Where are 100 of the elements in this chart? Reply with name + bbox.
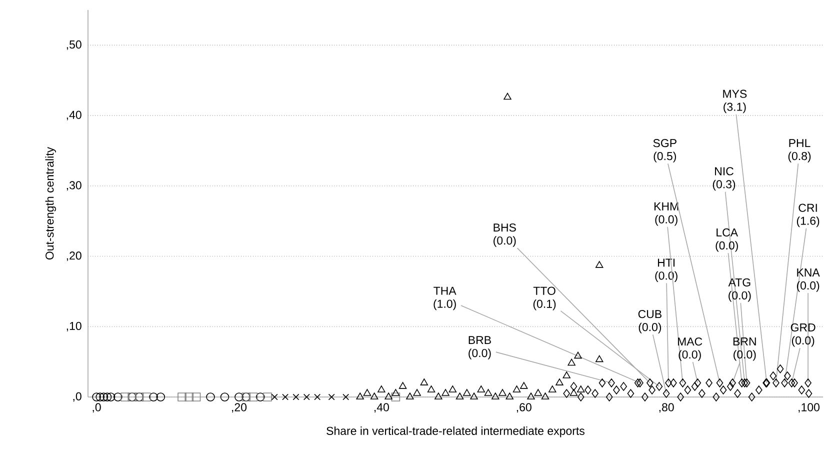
point (114, 392, 122, 402)
point (142, 392, 151, 402)
point (568, 358, 576, 366)
annotation: THA (1.0) (434, 286, 456, 310)
point (292, 394, 300, 400)
point (608, 378, 615, 388)
point (562, 371, 570, 378)
point (370, 392, 378, 400)
point (527, 392, 535, 400)
point (606, 392, 613, 402)
y-tick-label: ,10 (66, 322, 82, 332)
point (727, 382, 734, 391)
point (563, 389, 570, 398)
annotation: PHL (0.8) (788, 139, 811, 162)
annotation: BRB (0.0) (468, 336, 491, 360)
point (670, 378, 677, 388)
point (734, 389, 741, 398)
point (805, 389, 812, 398)
point (662, 389, 670, 398)
point (574, 352, 582, 359)
point (642, 392, 648, 402)
point (92, 392, 101, 402)
point (712, 392, 720, 402)
point (398, 382, 407, 389)
y-tick-label: ,40 (66, 110, 82, 120)
point (456, 392, 464, 400)
annotation: LCA (0.0) (716, 228, 738, 252)
point (256, 392, 265, 402)
point (656, 382, 663, 391)
point (556, 378, 564, 386)
point (798, 386, 806, 394)
point (498, 389, 506, 396)
point (781, 378, 788, 388)
point (776, 364, 784, 374)
point (570, 382, 578, 391)
point (248, 392, 258, 402)
y-tick-label: ,20 (66, 252, 82, 262)
point (716, 378, 724, 388)
x-tick-label: ,0 (92, 403, 101, 413)
point (698, 389, 706, 398)
point (620, 382, 627, 391)
point (738, 378, 746, 388)
x-tick-label: ,60 (516, 403, 532, 413)
point (634, 378, 642, 388)
point (406, 392, 414, 400)
point (729, 378, 736, 388)
point (691, 382, 698, 391)
point (106, 392, 116, 402)
point (342, 394, 350, 400)
annotation: TTO (0.1) (533, 286, 556, 310)
point (534, 389, 542, 396)
point (665, 378, 672, 388)
point (784, 371, 791, 380)
point (788, 378, 796, 388)
point (627, 389, 634, 398)
point (598, 378, 606, 388)
point (378, 386, 386, 392)
point (613, 386, 620, 394)
point (271, 394, 278, 400)
point (679, 378, 686, 388)
annotation: SGP (0.5) (653, 139, 676, 162)
point (192, 392, 201, 402)
point (328, 394, 335, 400)
point (592, 389, 598, 398)
point (96, 392, 105, 402)
point (384, 392, 392, 400)
point (648, 386, 656, 394)
point (791, 378, 798, 388)
point (363, 389, 372, 396)
point (748, 392, 756, 402)
point (184, 392, 194, 402)
y-tick-label: ,30 (66, 181, 82, 191)
point (178, 392, 186, 402)
point (741, 378, 748, 388)
y-tick-label: ,50 (66, 40, 82, 50)
point (584, 386, 592, 394)
point (770, 371, 777, 380)
point (427, 386, 436, 392)
x-tick-label: ,100 (798, 403, 820, 413)
point (576, 386, 585, 392)
x-axis-title: Share in vertical-trade-related intermediate exports (326, 426, 584, 438)
point (392, 389, 400, 396)
point (804, 378, 812, 388)
point (282, 394, 289, 400)
y-tick-label: ,0 (73, 392, 82, 402)
point (577, 392, 584, 402)
annotation: NIC (0.3) (712, 167, 736, 191)
point (636, 378, 644, 388)
point (506, 392, 514, 400)
point (694, 378, 702, 388)
point (391, 392, 400, 402)
point (477, 386, 486, 392)
y-axis-title: Out-strength centrality (45, 146, 56, 260)
point (448, 386, 457, 392)
annotation: GRD (0.0) (790, 323, 816, 347)
point (492, 392, 500, 400)
point (484, 389, 492, 396)
point (102, 392, 112, 402)
point (470, 392, 478, 400)
annotation: HTI (0.0) (655, 258, 678, 282)
